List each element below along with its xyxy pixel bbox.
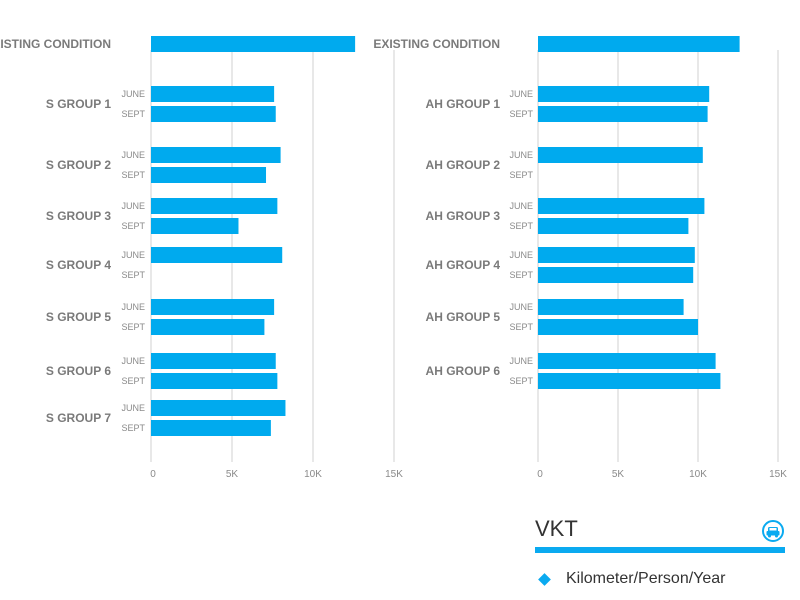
period-label: JUNE xyxy=(121,403,145,413)
period-label: JUNE xyxy=(509,356,533,366)
group-label: AH GROUP 3 xyxy=(426,209,501,223)
group-label: S GROUP 5 xyxy=(46,310,111,324)
x-tick-label: 10K xyxy=(689,469,707,480)
period-label: SEPT xyxy=(509,322,533,332)
period-label: JUNE xyxy=(121,250,145,260)
x-tick-label: 5K xyxy=(226,469,239,480)
period-label: SEPT xyxy=(121,109,145,119)
period-label: SEPT xyxy=(509,270,533,280)
bar xyxy=(538,218,689,234)
period-label: JUNE xyxy=(509,302,533,312)
bar xyxy=(151,106,276,122)
period-label: SEPT xyxy=(121,423,145,433)
period-label: JUNE xyxy=(121,201,145,211)
bar xyxy=(538,299,684,315)
bar xyxy=(538,247,695,263)
period-label: SEPT xyxy=(121,221,145,231)
period-label: SEPT xyxy=(509,170,533,180)
legend-unit-label: Kilometer/Person/Year xyxy=(566,570,726,587)
bar xyxy=(151,353,276,369)
period-label: JUNE xyxy=(121,302,145,312)
period-label: SEPT xyxy=(121,270,145,280)
x-tick-label: 10K xyxy=(304,469,322,480)
bar xyxy=(151,420,271,436)
bar xyxy=(538,86,710,102)
car-icon xyxy=(762,520,784,542)
x-tick-label: 15K xyxy=(769,469,787,480)
bar xyxy=(538,373,721,389)
period-label: JUNE xyxy=(509,89,533,99)
bar xyxy=(538,36,740,52)
period-label: JUNE xyxy=(121,89,145,99)
bar xyxy=(151,198,278,214)
x-tick-label: 0 xyxy=(537,469,543,480)
legend-title: VKT xyxy=(535,516,578,541)
bar xyxy=(151,167,267,183)
group-label: AH GROUP 4 xyxy=(426,258,501,272)
group-label: S GROUP 7 xyxy=(46,411,111,425)
group-label: EXISTING CONDITION xyxy=(0,37,111,51)
bar xyxy=(151,299,275,315)
period-label: JUNE xyxy=(509,201,533,211)
bar xyxy=(538,319,698,335)
bar xyxy=(151,400,286,416)
period-label: JUNE xyxy=(121,356,145,366)
bar xyxy=(151,373,278,389)
period-label: JUNE xyxy=(509,250,533,260)
bar xyxy=(538,106,708,122)
group-label: AH GROUP 2 xyxy=(426,158,501,172)
bar xyxy=(538,198,705,214)
group-label: S GROUP 1 xyxy=(46,97,111,111)
group-label: S GROUP 2 xyxy=(46,158,111,172)
period-label: SEPT xyxy=(121,322,145,332)
period-label: SEPT xyxy=(121,170,145,180)
period-label: SEPT xyxy=(509,221,533,231)
x-tick-label: 5K xyxy=(612,469,625,480)
bar xyxy=(151,147,281,163)
group-label: AH GROUP 5 xyxy=(426,310,501,324)
bar xyxy=(538,353,716,369)
bar xyxy=(151,36,356,52)
x-tick-label: 15K xyxy=(385,469,403,480)
period-label: SEPT xyxy=(509,376,533,386)
period-label: JUNE xyxy=(121,150,145,160)
group-label: S GROUP 6 xyxy=(46,364,111,378)
group-label: S GROUP 4 xyxy=(46,258,111,272)
period-label: SEPT xyxy=(121,376,145,386)
period-label: JUNE xyxy=(509,150,533,160)
x-tick-label: 0 xyxy=(150,469,156,480)
bar xyxy=(151,218,239,234)
bar xyxy=(538,147,703,163)
bar xyxy=(151,86,275,102)
bar xyxy=(538,267,694,283)
group-label: AH GROUP 1 xyxy=(426,97,501,111)
group-label: AH GROUP 6 xyxy=(426,364,501,378)
bar xyxy=(151,319,265,335)
bar xyxy=(151,247,283,263)
group-label: S GROUP 3 xyxy=(46,209,111,223)
group-label: EXISTING CONDITION xyxy=(373,37,500,51)
period-label: SEPT xyxy=(509,109,533,119)
legend-accent-bar xyxy=(535,547,785,553)
